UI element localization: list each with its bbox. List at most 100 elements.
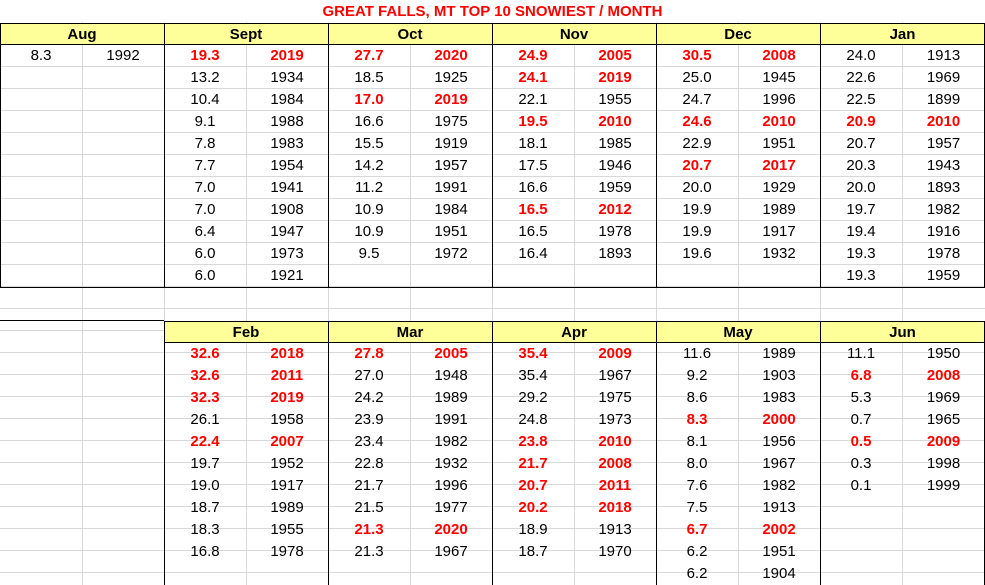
snowfall-year: 2010 [926, 113, 961, 130]
snowfall-year: 1951 [434, 223, 468, 240]
snowfall-value: 6.0 [194, 267, 216, 284]
snowfall-value: 10.9 [354, 201, 384, 218]
section-border [0, 320, 164, 321]
gridline-col [246, 22, 247, 585]
snowfall-value: 15.5 [354, 135, 384, 152]
snowfall-year: 1913 [762, 499, 796, 516]
snowfall-year: 1959 [926, 267, 961, 284]
snowfall-value: 21.7 [518, 455, 548, 472]
snowfall-year: 1899 [926, 91, 961, 108]
snowfall-value: 10.4 [190, 91, 220, 108]
snowfall-value: 24.7 [682, 91, 712, 108]
month-header-oct: Oct [328, 23, 492, 45]
snowfall-value: 0.7 [850, 411, 872, 428]
snowfall-year: 1991 [434, 179, 468, 196]
gridline-col [492, 22, 493, 585]
gridline-col [574, 22, 575, 585]
snowfall-value: 30.5 [682, 47, 712, 64]
snowfall-year: 1941 [270, 179, 304, 196]
snowfall-value: 8.6 [686, 389, 708, 406]
month-header-aug: Aug [0, 23, 164, 45]
snowfall-value: 17.5 [518, 157, 548, 174]
snowfall-year: 1999 [926, 477, 961, 494]
snowfall-year: 1917 [762, 223, 796, 240]
snowfall-year: 1913 [598, 521, 632, 538]
snowfall-year: 1946 [598, 157, 632, 174]
snowfall-value: 16.6 [354, 113, 384, 130]
section-border [492, 321, 493, 585]
snowfall-value: 21.7 [354, 477, 384, 494]
month-header-jun: Jun [820, 321, 985, 343]
snowfall-year: 1951 [762, 543, 796, 560]
snowfall-value: 8.0 [686, 455, 708, 472]
gridline-col [328, 22, 329, 585]
snowfall-year: 1947 [270, 223, 304, 240]
snowfall-value: 22.9 [682, 135, 712, 152]
snowfall-year: 1952 [270, 455, 304, 472]
snowfall-value: 19.9 [682, 201, 712, 218]
snowfall-value: 20.3 [846, 157, 876, 174]
snowfall-value: 20.7 [682, 157, 712, 174]
section-border [164, 23, 165, 287]
snowfall-year: 1989 [434, 389, 468, 406]
snowfall-value: 16.6 [518, 179, 548, 196]
snowfall-value: 22.1 [518, 91, 548, 108]
snowfall-value: 0.5 [850, 433, 872, 450]
snowfall-value: 23.8 [518, 433, 548, 450]
snowfall-year: 1983 [762, 389, 796, 406]
snowfall-value: 0.3 [850, 455, 872, 472]
snowfall-value: 7.7 [194, 157, 216, 174]
snowfall-year: 2020 [434, 521, 468, 538]
sheet-title: GREAT FALLS, MT TOP 10 SNOWIEST / MONTH [322, 3, 663, 20]
snowfall-year: 2008 [926, 367, 961, 384]
snowfall-year: 1948 [434, 367, 468, 384]
snowfall-year: 1967 [434, 543, 468, 560]
snowfall-year: 1956 [762, 433, 796, 450]
snowfall-value: 9.1 [194, 113, 216, 130]
snowfall-year: 1973 [598, 411, 632, 428]
snowfall-value: 19.3 [846, 267, 876, 284]
snowfall-year: 1943 [926, 157, 961, 174]
snowfall-year: 1988 [270, 113, 304, 130]
snowfall-year: 1957 [926, 135, 961, 152]
month-header-dec: Dec [656, 23, 820, 45]
snowfall-value: 35.4 [518, 367, 548, 384]
snowfall-value: 7.0 [194, 201, 216, 218]
gridline-col [738, 22, 739, 585]
snowfall-year: 1982 [762, 477, 796, 494]
snowfall-year: 2017 [762, 157, 796, 174]
month-header-feb: Feb [164, 321, 328, 343]
snowfall-value: 19.5 [518, 113, 548, 130]
snowfall-value: 25.0 [682, 69, 712, 86]
snowfall-value: 21.3 [354, 543, 384, 560]
snowfall-value: 19.7 [190, 455, 220, 472]
snowfall-year: 1932 [762, 245, 796, 262]
snowfall-value: 7.5 [686, 499, 708, 516]
snowfall-year: 2002 [762, 521, 796, 538]
snowfall-year: 1908 [270, 201, 304, 218]
snowfall-year: 2008 [598, 455, 632, 472]
snowfall-year: 1954 [270, 157, 304, 174]
snowfall-year: 1903 [762, 367, 796, 384]
snowfall-value: 10.9 [354, 223, 384, 240]
snowfall-value: 24.9 [518, 47, 548, 64]
section-border [164, 321, 165, 585]
snowfall-year: 1983 [270, 135, 304, 152]
month-header-apr: Apr [492, 321, 656, 343]
snowfall-value: 18.9 [518, 521, 548, 538]
snowfall-year: 1978 [926, 245, 961, 262]
snowfall-value: 27.0 [354, 367, 384, 384]
snowfall-year: 1919 [434, 135, 468, 152]
snowfall-value: 24.0 [846, 47, 876, 64]
snowfall-year: 1951 [762, 135, 796, 152]
section-border [656, 23, 657, 287]
snowfall-value: 27.7 [354, 47, 384, 64]
snowfall-year: 1929 [762, 179, 796, 196]
snowfall-value: 11.2 [354, 179, 384, 196]
snowfall-value: 24.6 [682, 113, 712, 130]
gridline-col [82, 22, 83, 585]
month-header-nov: Nov [492, 23, 656, 45]
snowfall-value: 19.3 [190, 47, 220, 64]
snowfall-value: 24.1 [518, 69, 548, 86]
section-border [656, 321, 657, 585]
